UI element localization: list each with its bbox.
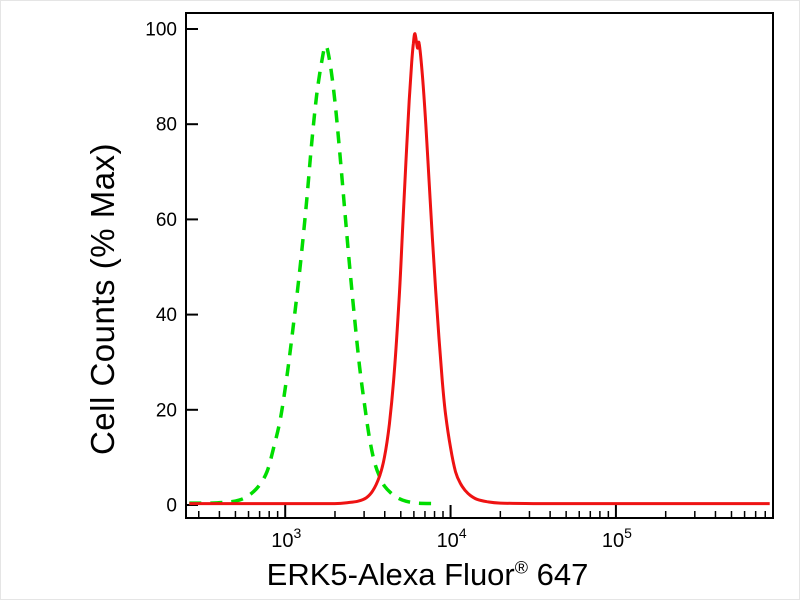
red-solid-curve <box>189 32 770 506</box>
x-axis-title-main: ERK5-Alexa Fluor <box>266 557 515 592</box>
y-tick-label: 40 <box>156 305 177 326</box>
plot-border <box>185 12 774 519</box>
y-tick-label: 0 <box>166 496 177 517</box>
y-tick-label: 20 <box>156 400 177 421</box>
x-tick-label: 105 <box>602 525 632 552</box>
x-axis-title: ERK5-Alexa Fluor® 647 <box>1 557 799 593</box>
green-dashed-curve <box>189 43 435 506</box>
y-tick-label: 80 <box>156 115 177 136</box>
histogram-plot: 0 20 40 60 80 100 103 104 105 <box>145 12 774 552</box>
x-axis-title-tail: 647 <box>528 557 589 592</box>
y-axis-title: Cell Counts (% Max) <box>84 142 121 456</box>
registered-trademark-symbol: ® <box>514 557 528 578</box>
y-tick-label: 60 <box>156 210 177 231</box>
y-tick-label: 100 <box>145 20 177 41</box>
x-tick-label: 104 <box>437 525 467 552</box>
x-tick-label: 103 <box>271 525 301 552</box>
